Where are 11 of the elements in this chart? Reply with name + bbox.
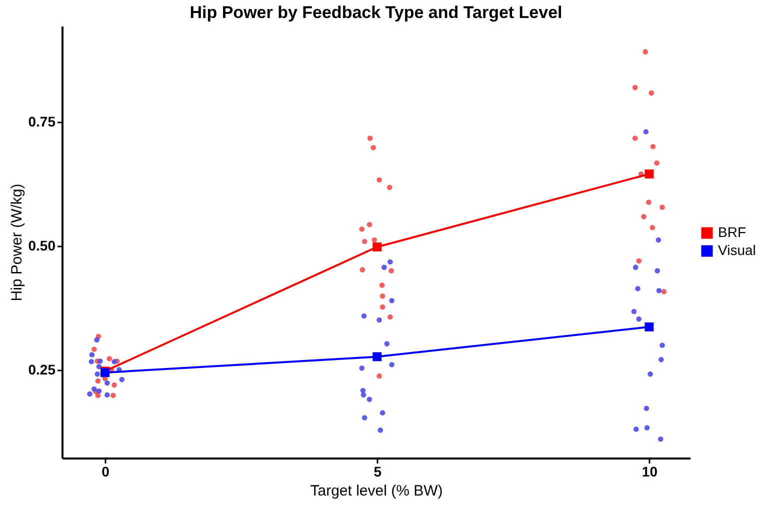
y-tick-label: 0.75 (28, 113, 56, 130)
y-tick-label: 0.50 (28, 237, 56, 254)
x-tick-label: 0 (102, 464, 110, 480)
y-tick-label: 0.25 (28, 362, 56, 378)
x-axis-title: Target level (% BW) (310, 482, 443, 500)
legend-label: BRF (718, 224, 746, 240)
x-tick-label: 5 (374, 464, 382, 480)
y-axis-title: Hip Power (W/kg) (8, 184, 26, 302)
x-tick-label: 10 (642, 464, 658, 480)
chart-title: Hip Power by Feedback Type and Target Level (190, 3, 562, 22)
legend-label: Visual (718, 242, 756, 258)
